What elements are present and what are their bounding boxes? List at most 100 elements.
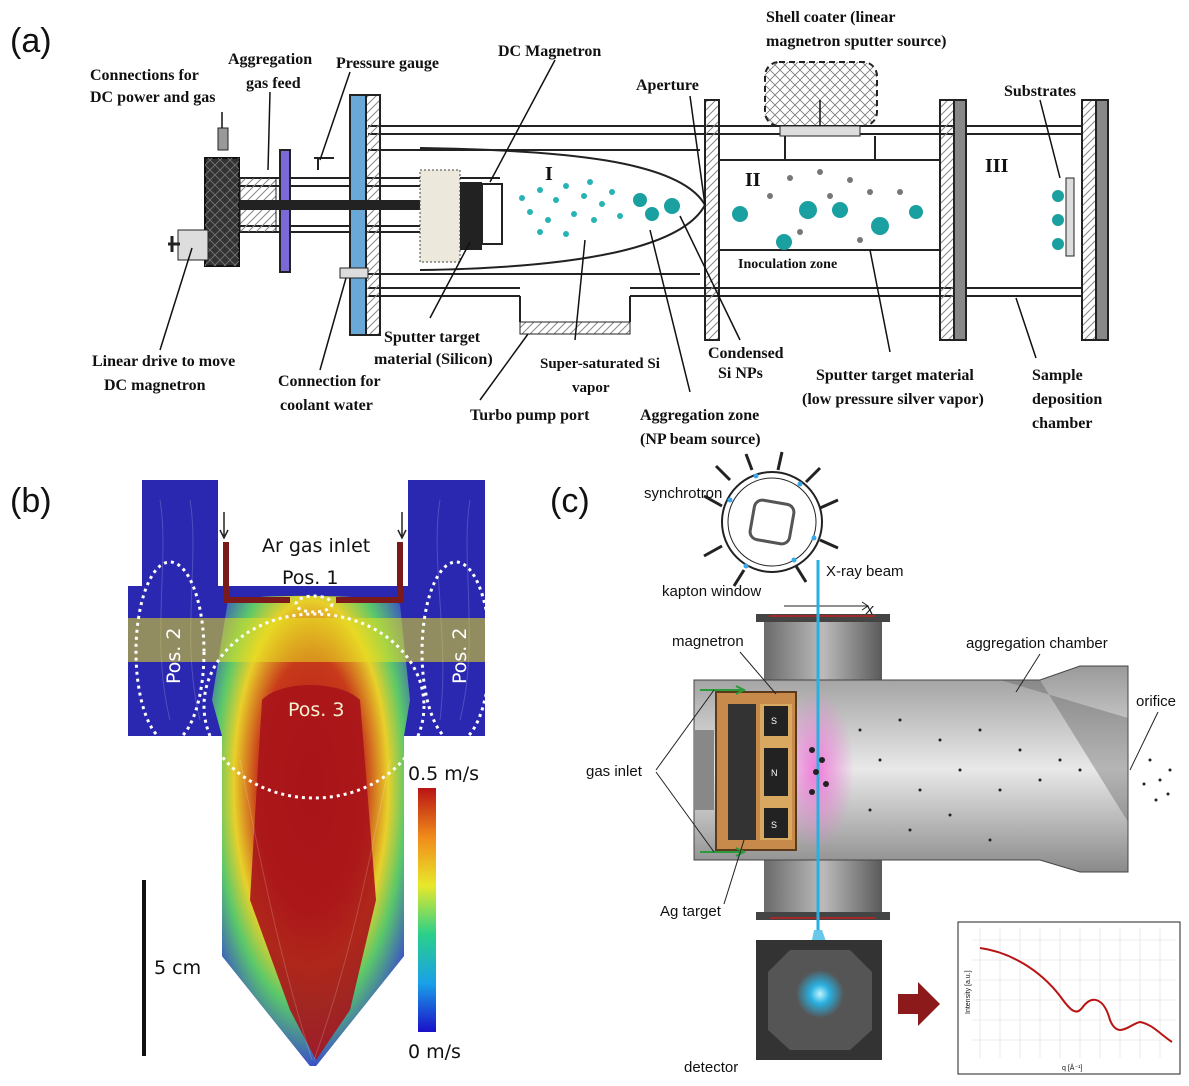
magnetron-body xyxy=(419,169,461,263)
red-jet xyxy=(250,685,376,1060)
pos3-ellipse xyxy=(202,612,426,800)
sample-chamber-label-1: Sample xyxy=(1032,367,1083,384)
saxs-plot: Intensity [a.u.] q [Å⁻¹] xyxy=(957,921,1181,1075)
pos3-label: Pos. 3 xyxy=(288,699,344,721)
coolant-port xyxy=(339,267,369,279)
panel-a-letter: (a) xyxy=(10,22,52,60)
flange-4b xyxy=(1095,99,1109,341)
connector xyxy=(217,127,229,151)
pos2-left-label: Pos. 2 xyxy=(163,628,185,684)
ag-target-label: Ag target xyxy=(660,903,722,920)
condensed-label-1: Condensed xyxy=(708,345,784,362)
pos2-right-label: Pos. 2 xyxy=(449,628,471,684)
connections-label-2: DC power and gas xyxy=(90,89,216,106)
detector-spot xyxy=(796,970,844,1018)
gas-feed-label-2: gas feed xyxy=(246,75,301,92)
supersat-label-2: vapor xyxy=(572,380,610,396)
ag-vapor-dots xyxy=(767,169,903,243)
pos1-label: Pos. 1 xyxy=(282,567,338,589)
saxs-ylabel: Intensity [a.u.] xyxy=(965,970,972,1014)
drive-block-pattern xyxy=(205,158,239,266)
kapton-bottom xyxy=(756,912,890,920)
synchrotron-ring xyxy=(703,451,839,587)
aggregation-chamber-label: aggregation chamber xyxy=(966,635,1108,652)
sample-chamber-label-3: chamber xyxy=(1032,415,1092,432)
connections-label-1: Connections for xyxy=(90,67,199,84)
substrate-holder xyxy=(1065,177,1075,257)
rod xyxy=(240,200,440,210)
aggregation-zone-label-1: Aggregation zone xyxy=(640,407,759,424)
particles xyxy=(809,718,1172,842)
pressure-gauge-label: Pressure gauge xyxy=(336,55,439,72)
flange-2 xyxy=(704,99,720,341)
magnetron-face xyxy=(481,183,503,245)
panel-b: (b) Ar gas inlet Pos. 1 Pos. 3 Pos. 2 Po… xyxy=(10,480,492,1066)
shell-coater-label-1: Shell coater (linear xyxy=(766,9,895,26)
linear-drive-label-1: Linear drive to move xyxy=(92,353,235,370)
panel-b-letter: (b) xyxy=(10,482,52,520)
substrates-label: Substrates xyxy=(1004,83,1076,100)
linear-drive-handle xyxy=(177,229,209,261)
flange-3 xyxy=(939,99,955,341)
turbo-label: Turbo pump port xyxy=(470,407,590,424)
panel-a: (a) xyxy=(10,9,1109,448)
detector-label: detector xyxy=(684,1059,738,1076)
zone-2: II xyxy=(745,169,761,191)
linear-drive-label-2: DC magnetron xyxy=(104,377,206,394)
xray-band xyxy=(128,618,485,662)
sputter-si-label-2: material (Silicon) xyxy=(374,351,493,368)
inoculation-label: Inoculation zone xyxy=(738,257,837,272)
aperture-label: Aperture xyxy=(636,77,699,94)
gas-inlet-label: gas inlet xyxy=(586,763,643,780)
flange-3b xyxy=(953,99,967,341)
si-np-clusters xyxy=(633,190,1064,250)
coolant-label-2: coolant water xyxy=(280,397,373,414)
sample-chamber-label-2: deposition xyxy=(1032,391,1102,408)
flange-4 xyxy=(1081,99,1097,341)
turbo-port xyxy=(519,321,631,335)
cone xyxy=(1000,680,1128,822)
magnetron-label: magnetron xyxy=(672,633,744,650)
leader-lines xyxy=(159,59,1061,401)
ar-inlet-label: Ar gas inlet xyxy=(262,535,370,557)
pos1-ellipse xyxy=(294,594,334,614)
saxs-xlabel: q [Å⁻¹] xyxy=(1062,1063,1082,1072)
saxs-curve xyxy=(979,947,1173,1043)
panel-c: (c) synchrotron X-ray beam kapton window… xyxy=(550,451,1181,1076)
scale-max-label: 0.5 m/s xyxy=(408,763,479,785)
flange-1 xyxy=(349,94,367,336)
panel-c-letter: (c) xyxy=(550,482,590,520)
dc-magnetron-label: DC Magnetron xyxy=(498,43,601,60)
sputter-ag-label-2: (low pressure silver vapor) xyxy=(802,391,984,408)
zone-1: I xyxy=(545,163,553,185)
coolant-label-1: Connection for xyxy=(278,373,381,390)
xray-label: X-ray beam xyxy=(826,563,904,580)
scale-min-label: 0 m/s xyxy=(408,1041,461,1063)
x-axis-label: x xyxy=(865,601,874,618)
si-vapor-dots xyxy=(519,179,623,237)
kapton-label: kapton window xyxy=(662,583,761,600)
kapton-top xyxy=(756,614,890,622)
gas-feed-plate xyxy=(279,149,291,273)
shell-coater xyxy=(764,61,878,127)
sputter-ag-label-1: Sputter target material xyxy=(816,367,974,384)
pos2-left-ellipse xyxy=(134,560,206,744)
pole-s-bottom: S xyxy=(771,820,777,830)
gas-feed-label-1: Aggregation xyxy=(228,51,312,68)
sputter-si-label-1: Sputter target xyxy=(384,329,481,346)
flange-1b xyxy=(365,94,381,336)
scale-bar-label: 5 cm xyxy=(154,957,201,979)
streamlines xyxy=(159,499,471,1061)
scale-bar xyxy=(142,880,146,1056)
synchrotron-label: synchrotron xyxy=(644,485,722,502)
condensed-label-2: Si NPs xyxy=(718,365,763,382)
pole-n: N xyxy=(771,768,778,778)
color-scale xyxy=(418,788,436,1032)
aggregation-zone-label-2: (NP beam source) xyxy=(640,431,761,448)
magnetron-target xyxy=(460,182,482,250)
zone-3: III xyxy=(985,155,1009,177)
orifice-label: orifice xyxy=(1136,693,1176,710)
pos2-right-ellipse xyxy=(420,560,492,744)
result-arrow xyxy=(898,982,940,1026)
